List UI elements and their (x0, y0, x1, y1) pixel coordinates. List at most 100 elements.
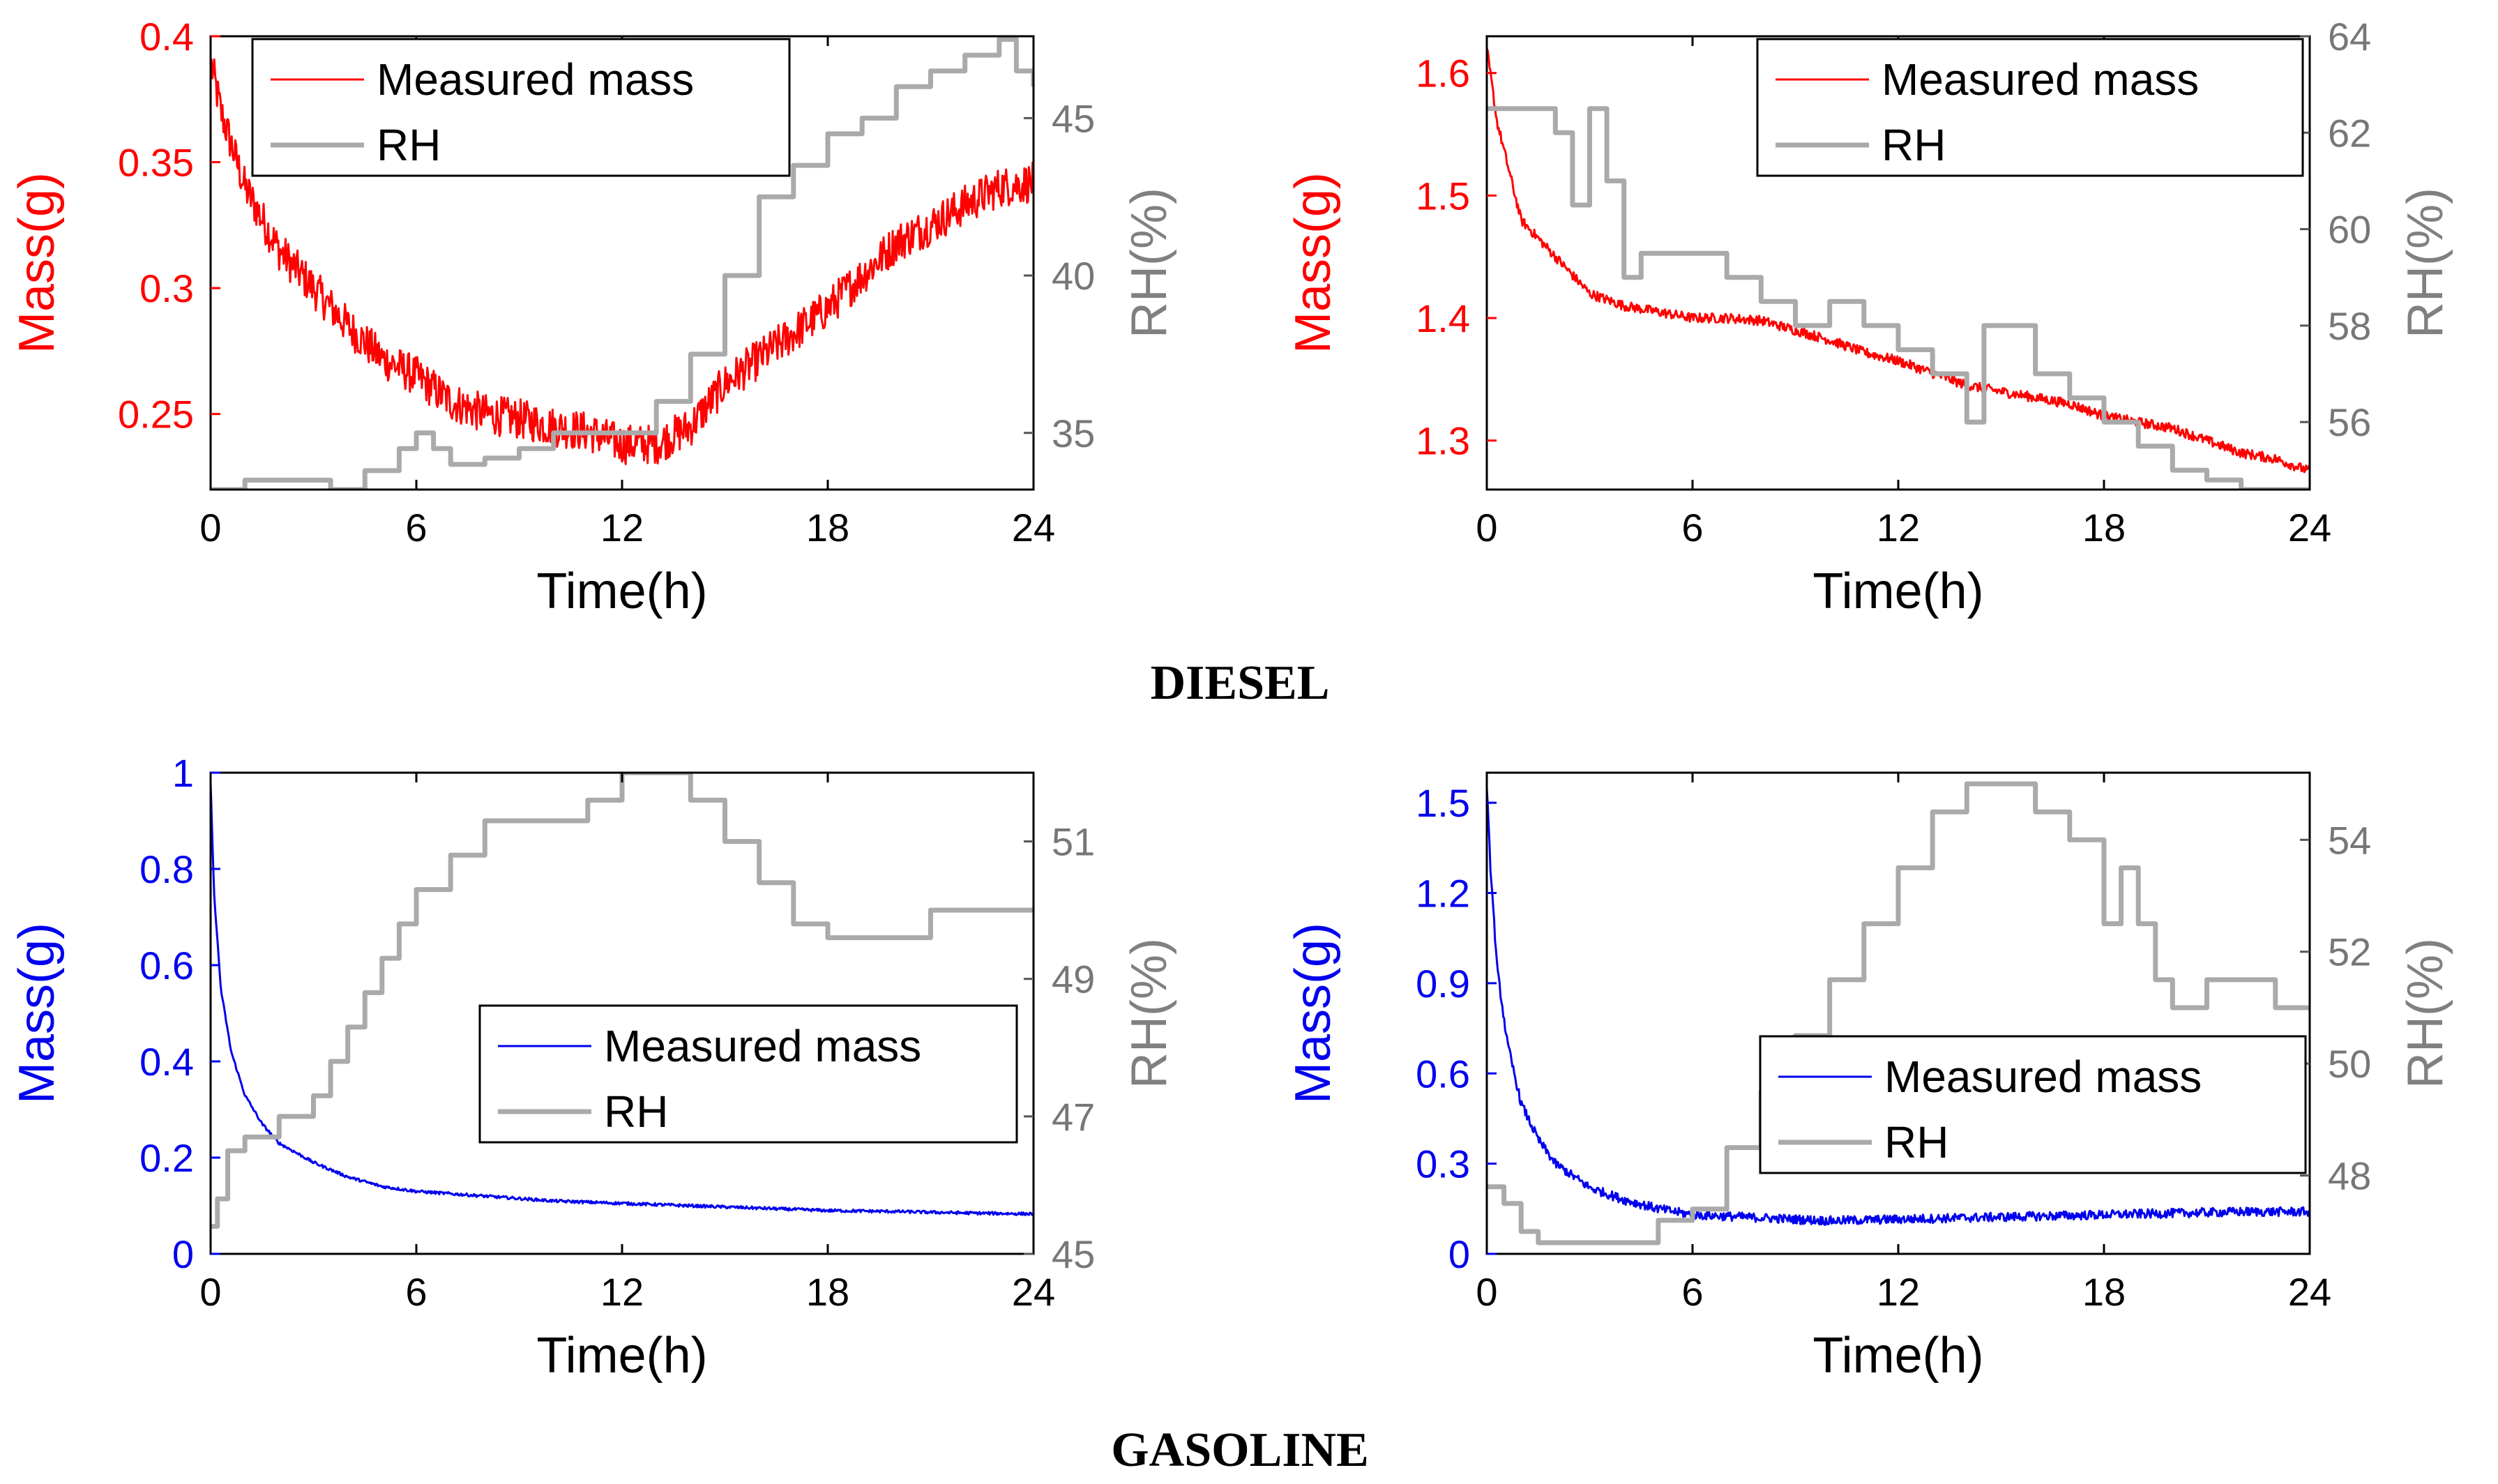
x-tick-label: 0 (1476, 506, 1497, 550)
y2-tick-label: 64 (2328, 15, 2371, 59)
x-axis-label: Time(h) (1812, 1328, 1983, 1384)
rh-series-line (1487, 106, 2310, 490)
legend-label: Measured mass (377, 54, 694, 105)
y2-tick-label: 52 (2328, 930, 2371, 974)
x-tick-label: 18 (2082, 506, 2126, 550)
y-tick-label: 1 (172, 751, 194, 795)
x-tick-label: 6 (1681, 1270, 1703, 1314)
y-axis-label: Mass(g) (1285, 923, 1341, 1104)
mass-series-line (211, 58, 1034, 465)
x-tick-label: 12 (1877, 506, 1920, 550)
y-tick-label: 1.6 (1416, 52, 1470, 96)
plot-frame (1485, 771, 2311, 1255)
x-axis-label: Time(h) (536, 563, 707, 619)
y2-tick-label: 51 (1052, 820, 1095, 864)
x-axis-label: Time(h) (1812, 563, 1983, 619)
y-tick-label: 1.5 (1416, 174, 1470, 218)
legend-label: RH (1882, 120, 1946, 170)
y2-tick-label: 40 (1052, 254, 1095, 298)
legend: Measured mass RH (478, 1004, 1018, 1144)
y-tick-label: 0.4 (139, 15, 194, 59)
legend-label: RH (377, 120, 441, 170)
x-tick-label: 6 (405, 506, 427, 550)
y-tick-label: 0.6 (1416, 1052, 1470, 1096)
y2-axis-label: RH(%) (1121, 938, 1177, 1089)
mass-series-line (1487, 47, 2310, 474)
y2-tick-label: 47 (1052, 1095, 1095, 1139)
rh-series-line (211, 37, 1034, 490)
y2-axis-label: RH(%) (2398, 188, 2453, 338)
x-tick-label: 18 (806, 506, 849, 550)
x-tick-label: 12 (600, 506, 644, 550)
x-tick-label: 18 (2082, 1270, 2126, 1314)
legend-label: Measured mass (1882, 54, 2199, 105)
y-tick-label: 1.2 (1416, 872, 1470, 916)
group-title-diesel: DIESEL (1150, 656, 1330, 710)
y-tick-label: 0.4 (139, 1040, 194, 1084)
x-tick-label: 6 (405, 1270, 427, 1314)
x-tick-label: 24 (1012, 1270, 1055, 1314)
x-tick-label: 18 (806, 1270, 849, 1314)
y-axis-label: Mass(g) (9, 172, 65, 354)
y-tick-label: 0.8 (139, 847, 194, 891)
x-tick-label: 0 (199, 1270, 221, 1314)
legend-label: Measured mass (604, 1021, 921, 1071)
y-axis-label: Mass(g) (9, 923, 65, 1104)
y-tick-label: 1.3 (1416, 419, 1470, 463)
x-tick-label: 24 (1012, 506, 1055, 550)
legend-label: RH (1884, 1117, 1948, 1167)
chart-4: 0 6 12 18 24 0 0.3 0.6 0.9 1.2 1.5 48 50 52 54 Time(h) M… (1285, 771, 2453, 1384)
x-tick-label: 24 (2288, 506, 2331, 550)
y-tick-label: 0.25 (118, 393, 194, 437)
y2-tick-label: 35 (1052, 411, 1095, 455)
y2-tick-label: 54 (2328, 818, 2371, 862)
y-tick-label: 1.4 (1416, 296, 1470, 340)
legend-box (1759, 1035, 2307, 1174)
y2-tick-label: 56 (2328, 400, 2371, 444)
legend: Measured mass RH (1756, 38, 2304, 177)
x-tick-label: 12 (1877, 1270, 1920, 1314)
legend-box (251, 38, 791, 177)
y-tick-label: 0.6 (139, 944, 194, 987)
y2-tick-label: 62 (2328, 111, 2371, 155)
y2-tick-label: 50 (2328, 1042, 2371, 1086)
legend-box (478, 1004, 1018, 1144)
x-axis-label: Time(h) (536, 1328, 707, 1384)
y-tick-label: 1.5 (1416, 781, 1470, 825)
y-tick-label: 0.9 (1416, 962, 1470, 1006)
legend-label: Measured mass (1884, 1052, 2202, 1102)
chart-2: 0 6 12 18 24 1.3 1.4 1.5 1.6 56 58 60 62 64 Time(h) Mas… (1285, 15, 2453, 619)
y2-axis-label: RH(%) (2398, 938, 2453, 1089)
x-tick-label: 12 (600, 1270, 644, 1314)
chart-3: 0 6 12 18 24 0 0.2 0.4 0.6 0.8 1 45 47 49 51 Time(h) Mas… (9, 751, 1177, 1384)
x-tick-label: 0 (199, 506, 221, 550)
y2-tick-label: 48 (2328, 1154, 2371, 1198)
y2-tick-label: 45 (1052, 1232, 1095, 1276)
x-tick-label: 24 (2288, 1270, 2331, 1314)
y2-tick-label: 60 (2328, 208, 2371, 252)
y-tick-label: 0.3 (1416, 1142, 1470, 1186)
y-tick-label: 0.2 (139, 1136, 194, 1180)
chart-1: 0 6 12 18 24 0.25 0.3 0.35 0.4 35 40 45 Time(h) Mass(… (9, 15, 1177, 619)
rh-series-line (211, 773, 1034, 1229)
y2-axis-label: RH(%) (1121, 188, 1177, 338)
legend-box (1756, 38, 2304, 177)
legend: Measured mass RH (1759, 1035, 2307, 1174)
group-title-gasoline: GASOLINE (1111, 1423, 1369, 1477)
y-tick-label: 0 (172, 1232, 194, 1276)
mass-series-line (1487, 787, 2310, 1226)
rh-series-line (1487, 781, 2310, 1246)
y-tick-label: 0.35 (118, 141, 194, 185)
x-tick-label: 6 (1681, 506, 1703, 550)
y-axis-label: Mass(g) (1285, 172, 1341, 354)
legend-label: RH (604, 1086, 668, 1137)
y2-tick-label: 49 (1052, 957, 1095, 1001)
y2-tick-label: 58 (2328, 304, 2371, 348)
y-tick-label: 0 (1448, 1232, 1470, 1276)
mass-series-line (211, 782, 1034, 1216)
y2-tick-label: 45 (1052, 96, 1095, 140)
x-tick-label: 0 (1476, 1270, 1497, 1314)
legend: Measured mass RH (251, 38, 791, 177)
y-tick-label: 0.3 (139, 266, 194, 310)
